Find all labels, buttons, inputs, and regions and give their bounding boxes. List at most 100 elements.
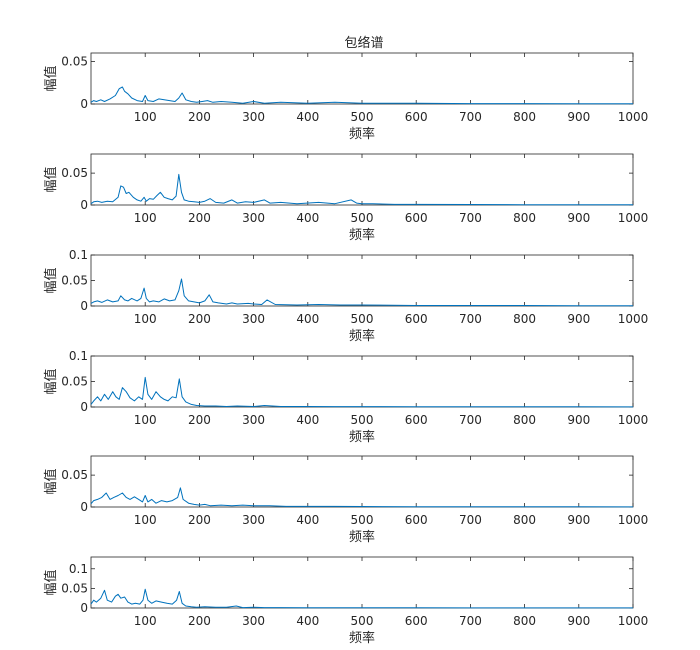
x-tick-label: 800: [513, 614, 536, 628]
x-tick-label: 400: [296, 110, 319, 124]
series-line: [90, 487, 634, 508]
x-tick-label: 700: [459, 614, 482, 628]
y-tick-label: 0.05: [61, 274, 88, 288]
x-tick-label: 400: [296, 513, 319, 527]
x-tick-label: 500: [351, 614, 374, 628]
x-tick-label: 700: [459, 513, 482, 527]
axes-box: [90, 153, 634, 206]
x-tick-label: 500: [351, 312, 374, 326]
x-tick-label: 600: [405, 614, 428, 628]
x-axis-label: 频率: [349, 630, 375, 646]
x-tick-label: 300: [242, 110, 265, 124]
x-tick-label: 1000: [618, 110, 649, 124]
x-tick-label: 100: [134, 110, 157, 124]
y-tick-label: 0.05: [61, 55, 88, 69]
y-tick-label: 0: [80, 400, 88, 414]
x-tick-label: 300: [242, 211, 265, 225]
x-tick-label: 900: [567, 513, 590, 527]
y-axis-label: 幅值: [43, 569, 59, 595]
x-tick-label: 800: [513, 413, 536, 427]
y-tick-label: 0.1: [69, 349, 88, 363]
x-tick-label: 600: [405, 211, 428, 225]
x-tick-label: 200: [188, 513, 211, 527]
y-axis-label: 幅值: [43, 468, 59, 494]
y-axis-label: 幅值: [43, 267, 59, 293]
x-tick-label: 900: [567, 312, 590, 326]
chart-title: 包络谱: [344, 35, 383, 51]
y-tick-label: 0: [80, 299, 88, 313]
x-tick-label: 300: [242, 513, 265, 527]
x-tick-label: 200: [188, 110, 211, 124]
x-tick-label: 700: [459, 312, 482, 326]
x-axis-label: 频率: [349, 126, 375, 142]
x-tick-label: 900: [567, 110, 590, 124]
axes-box: [90, 455, 634, 508]
series-line: [90, 278, 633, 307]
x-tick-label: 1000: [618, 312, 649, 326]
y-tick-label: 0: [80, 500, 88, 514]
series-line: [90, 86, 634, 105]
x-tick-label: 500: [351, 513, 374, 527]
x-tick-label: 400: [296, 413, 319, 427]
x-tick-label: 1000: [618, 413, 649, 427]
x-axis-label: 频率: [349, 529, 375, 545]
subplot-1: 100 200 300 400 500 600 700 800 900 1000 0 0.05 频率 幅值: [43, 52, 649, 142]
y-axis-label: 幅值: [43, 368, 59, 394]
y-tick-label: 0.05: [61, 468, 88, 482]
x-tick-label: 600: [405, 413, 428, 427]
x-tick-label: 1000: [618, 513, 649, 527]
subplot-3: 100 200 300 400 500 600 700 800 900 1000 0 0.05 0.1 频…: [43, 248, 648, 344]
y-tick-label: 0.1: [69, 562, 88, 576]
x-axis-label: 频率: [349, 429, 375, 445]
x-tick-label: 900: [567, 211, 590, 225]
x-tick-label: 200: [188, 211, 211, 225]
x-tick-label: 100: [134, 513, 157, 527]
x-tick-label: 800: [513, 110, 536, 124]
x-tick-label: 200: [188, 413, 211, 427]
y-axis-label: 幅值: [43, 65, 59, 91]
x-tick-label: 600: [405, 110, 428, 124]
y-tick-label: 0.05: [61, 581, 88, 595]
axes-box: [90, 556, 634, 609]
x-tick-label: 600: [405, 312, 428, 326]
subplot-5: 100 200 300 400 500 600 700 800 900 1000 0 0.05 频率 幅值: [43, 455, 649, 545]
x-axis-label: 频率: [349, 227, 375, 243]
x-tick-label: 300: [242, 413, 265, 427]
x-tick-label: 800: [513, 312, 536, 326]
subplot-2: 100 200 300 400 500 600 700 800 900 1000 0 0.05 频率 幅值: [43, 153, 648, 243]
x-tick-label: 100: [134, 413, 157, 427]
series-line: [90, 173, 634, 206]
x-tick-label: 1000: [618, 614, 649, 628]
x-tick-label: 500: [351, 211, 374, 225]
y-tick-label: 0.05: [61, 166, 88, 180]
series-line: [90, 376, 634, 408]
x-tick-label: 800: [513, 211, 536, 225]
x-tick-label: 200: [188, 614, 211, 628]
x-axis-label: 频率: [349, 328, 375, 344]
y-tick-label: 0: [80, 97, 88, 111]
subplot-panels: 100 200 300 400 500 600 700 800 900 100000.05频率幅值…: [43, 52, 649, 646]
y-tick-label: 0: [80, 198, 88, 212]
x-tick-label: 900: [567, 413, 590, 427]
x-tick-label: 100: [134, 312, 157, 326]
subplot-4: 100 200 300 400 500 600 700 800 900 1000 0 0.05 0.1 频…: [43, 349, 648, 445]
x-tick-label: 400: [296, 614, 319, 628]
series-line: [90, 588, 633, 609]
y-tick-label: 0.05: [61, 375, 88, 389]
axes-box: [90, 52, 634, 105]
x-tick-label: 900: [567, 614, 590, 628]
x-tick-label: 300: [242, 614, 265, 628]
x-tick-label: 500: [351, 413, 374, 427]
x-tick-label: 400: [296, 312, 319, 326]
y-axis-label: 幅值: [43, 166, 59, 192]
x-tick-label: 100: [134, 211, 157, 225]
axes-box: [90, 355, 634, 408]
axes-box: [90, 254, 634, 307]
y-tick-label: 0.1: [69, 248, 88, 262]
x-tick-label: 700: [459, 413, 482, 427]
x-tick-label: 700: [459, 211, 482, 225]
x-tick-label: 700: [459, 110, 482, 124]
x-tick-label: 100: [134, 614, 157, 628]
x-tick-label: 200: [188, 312, 211, 326]
